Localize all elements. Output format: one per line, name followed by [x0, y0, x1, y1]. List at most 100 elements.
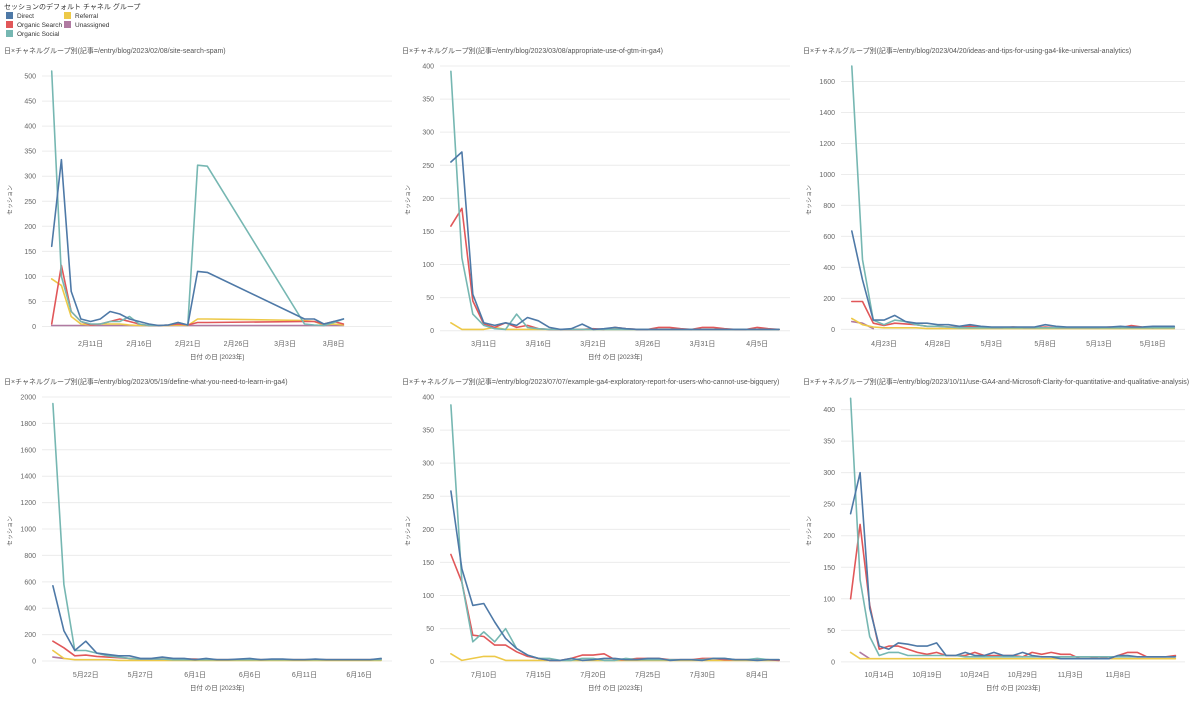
x-tick-label: 11月8日 — [1106, 671, 1131, 679]
x-tick-label: 6月16日 — [346, 671, 372, 679]
y-tick-label: 350 — [24, 149, 36, 156]
chart-panel-appropriate-use-of-gtm-in-ga4: 日×チャネルグループ別(記事=/entry/blog/2023/03/08/ap… — [402, 46, 800, 372]
series-line-direct[interactable] — [450, 151, 780, 331]
series-line-organic-search[interactable] — [52, 640, 382, 661]
y-tick-label: 300 — [422, 130, 434, 137]
y-tick-label: 350 — [823, 439, 835, 446]
x-tick-label: 4月28日 — [925, 340, 951, 348]
x-tick-label: 3月3日 — [274, 340, 296, 348]
y-tick-label: 350 — [422, 97, 434, 104]
y-tick-label: 1200 — [20, 500, 36, 507]
y-tick-label: 400 — [422, 64, 434, 71]
series-line-organic-search[interactable] — [450, 553, 780, 662]
chart-title: 日×チャネルグループ別(記事=/entry/blog/2023/03/08/ap… — [402, 48, 663, 55]
x-tick-label: 6月1日 — [184, 671, 206, 679]
y-tick-label: 200 — [24, 632, 36, 639]
y-tick-label: 50 — [426, 626, 434, 633]
series-line-organic-search[interactable] — [849, 523, 1177, 660]
legend-label-referral: Referral — [75, 13, 99, 20]
series-line-direct[interactable] — [850, 230, 1176, 328]
legend-swatch-organic-search — [6, 21, 13, 28]
y-tick-label: 1000 — [819, 172, 835, 179]
y-tick-label: 800 — [24, 553, 36, 560]
y-tick-label: 0 — [430, 659, 434, 666]
series-line-organic-social[interactable] — [450, 70, 780, 331]
y-tick-label: 1600 — [20, 447, 36, 454]
y-tick-label: 1800 — [20, 421, 36, 428]
legend-item-organic-search[interactable]: Organic Search — [6, 21, 62, 30]
y-tick-label: 200 — [422, 527, 434, 534]
x-tick-label: 8月4日 — [746, 671, 768, 679]
series-line-organic-social[interactable] — [50, 70, 345, 327]
x-tick-label: 7月15日 — [526, 671, 552, 679]
y-tick-label: 0 — [831, 659, 835, 666]
legend-title: セッションのデフォルト チャネル グループ — [4, 4, 141, 11]
y-axis-title: セッション — [405, 185, 412, 215]
x-tick-label: 10月24日 — [960, 671, 990, 679]
y-tick-label: 150 — [24, 249, 36, 256]
y-tick-label: 200 — [823, 533, 835, 540]
y-tick-label: 800 — [823, 203, 835, 210]
x-tick-label: 5月3日 — [981, 340, 1003, 348]
series-line-unassigned[interactable] — [52, 656, 65, 660]
y-tick-label: 50 — [827, 628, 835, 635]
series-line-referral[interactable] — [50, 278, 345, 327]
x-tick-label: 5月22日 — [73, 671, 99, 679]
legend-swatch-unassigned — [64, 21, 71, 28]
y-tick-label: 400 — [823, 407, 835, 414]
x-tick-label: 3月21日 — [580, 340, 606, 348]
legend-item-organic-social[interactable]: Organic Social — [6, 30, 59, 39]
y-tick-label: 100 — [823, 596, 835, 603]
series-line-organic-social[interactable] — [450, 404, 780, 662]
y-tick-label: 200 — [422, 196, 434, 203]
line-chart: 0 50 100 150 200 250 300 350 400 10月14日 10月19日 10月2… — [806, 397, 1185, 692]
series-line-referral[interactable] — [850, 317, 1176, 330]
x-tick-label: 7月25日 — [635, 671, 661, 679]
x-axis-title: 日付 の日 [2023年] — [190, 352, 244, 361]
line-chart: 0 200 400 600 800 1000 1200 1400 1600 4月23日 4月28日 5… — [806, 65, 1185, 348]
x-tick-label: 3月31日 — [690, 340, 716, 348]
chart-panel-define-what-you-need-to-learn-in-ga4: 日×チャネルグループ別(記事=/entry/blog/2023/05/19/de… — [4, 377, 402, 703]
series-line-direct[interactable] — [849, 471, 1177, 660]
legend-swatch-direct — [6, 12, 13, 19]
y-axis-title: セッション — [405, 516, 412, 546]
series-line-organic-social[interactable] — [52, 402, 382, 661]
legend-label-direct: Direct — [17, 13, 34, 20]
series-line-organic-search[interactable] — [850, 300, 1176, 329]
x-tick-label: 7月20日 — [580, 671, 606, 679]
series-line-organic-social[interactable] — [849, 397, 1177, 658]
y-axis-title: セッション — [7, 185, 14, 215]
y-tick-label: 100 — [422, 593, 434, 600]
y-tick-label: 0 — [32, 659, 36, 666]
y-tick-label: 450 — [24, 99, 36, 106]
series-line-direct[interactable] — [50, 158, 345, 327]
series-line-organic-social[interactable] — [850, 65, 1176, 329]
chart-title: 日×チャネルグループ別(記事=/entry/blog/2023/10/11/us… — [803, 379, 1190, 386]
y-tick-label: 600 — [823, 234, 835, 241]
x-tick-label: 2月16日 — [126, 340, 152, 348]
series-line-unassigned[interactable] — [859, 651, 871, 660]
series-line-referral[interactable] — [849, 651, 1177, 660]
y-axis-title: セッション — [806, 185, 813, 215]
y-tick-label: 1200 — [819, 141, 835, 148]
x-tick-label: 5月27日 — [128, 671, 154, 679]
x-tick-label: 2月26日 — [224, 340, 250, 348]
y-tick-label: 0 — [831, 327, 835, 334]
chart-title: 日×チャネルグループ別(記事=/entry/blog/2023/04/20/id… — [803, 48, 1132, 55]
y-tick-label: 150 — [422, 229, 434, 236]
y-tick-label: 250 — [422, 494, 434, 501]
y-tick-label: 250 — [823, 502, 835, 509]
legend-item-unassigned[interactable]: Unassigned — [64, 21, 109, 30]
series-line-direct[interactable] — [450, 490, 780, 662]
legend-item-referral[interactable]: Referral — [64, 12, 98, 21]
series-line-organic-search[interactable] — [450, 207, 780, 331]
y-tick-label: 150 — [823, 565, 835, 572]
y-tick-label: 100 — [24, 274, 36, 281]
line-chart: 0 50 100 150 200 250 300 350 400 450 500 2月11日 2月16日… — [7, 70, 392, 361]
x-axis-title: 日付 の日 [2023年] — [190, 683, 244, 692]
series-line-direct[interactable] — [52, 585, 382, 661]
x-tick-label: 2月11日 — [78, 340, 103, 348]
y-tick-label: 250 — [422, 163, 434, 170]
legend-item-direct[interactable]: Direct — [6, 12, 34, 21]
x-tick-label: 3月16日 — [526, 340, 552, 348]
